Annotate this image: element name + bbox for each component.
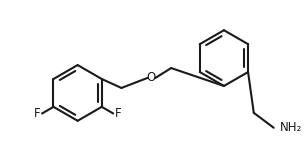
Text: O: O <box>147 71 156 84</box>
Text: NH₂: NH₂ <box>280 121 302 134</box>
Text: F: F <box>115 107 122 120</box>
Text: F: F <box>34 107 40 120</box>
